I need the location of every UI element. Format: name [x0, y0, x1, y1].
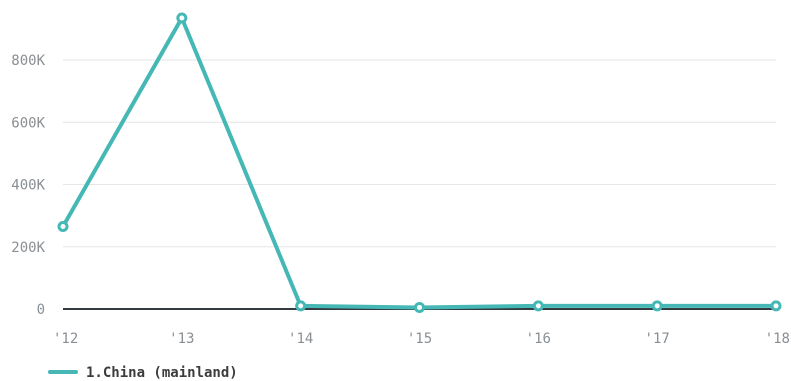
series-layer	[57, 12, 782, 313]
y-tick-label: 200K	[11, 240, 45, 256]
y-tick-label: 800K	[11, 53, 45, 69]
x-tick-label: '14	[288, 331, 313, 347]
y-tick-label: 600K	[11, 115, 45, 131]
x-tick-label: '16	[526, 331, 551, 347]
x-tick-label: '18	[765, 331, 790, 347]
data-point[interactable]	[176, 12, 188, 24]
data-point[interactable]	[770, 300, 782, 312]
legend-label[interactable]: 1.China (mainland)	[86, 365, 238, 381]
y-tick-label: 400K	[11, 178, 45, 194]
data-point[interactable]	[295, 300, 307, 312]
data-point[interactable]	[414, 301, 425, 313]
x-tick-label: '15	[407, 331, 432, 347]
grid-lines	[63, 59, 776, 310]
x-tick-label: '12	[53, 331, 78, 347]
x-tick-label: '17	[645, 331, 670, 347]
x-axis-labels: '12 '13 '14 '15 '16 '17 '18	[53, 331, 790, 347]
data-point[interactable]	[651, 300, 663, 312]
y-axis-labels: 0 200K 400K 600K 800K	[11, 53, 45, 318]
x-tick-label: '13	[169, 331, 194, 347]
data-point[interactable]	[532, 300, 544, 312]
y-tick-label: 0	[37, 302, 45, 318]
data-point[interactable]	[57, 221, 69, 233]
legend[interactable]: 1.China (mainland)	[48, 365, 238, 381]
series-line[interactable]	[61, 15, 778, 310]
